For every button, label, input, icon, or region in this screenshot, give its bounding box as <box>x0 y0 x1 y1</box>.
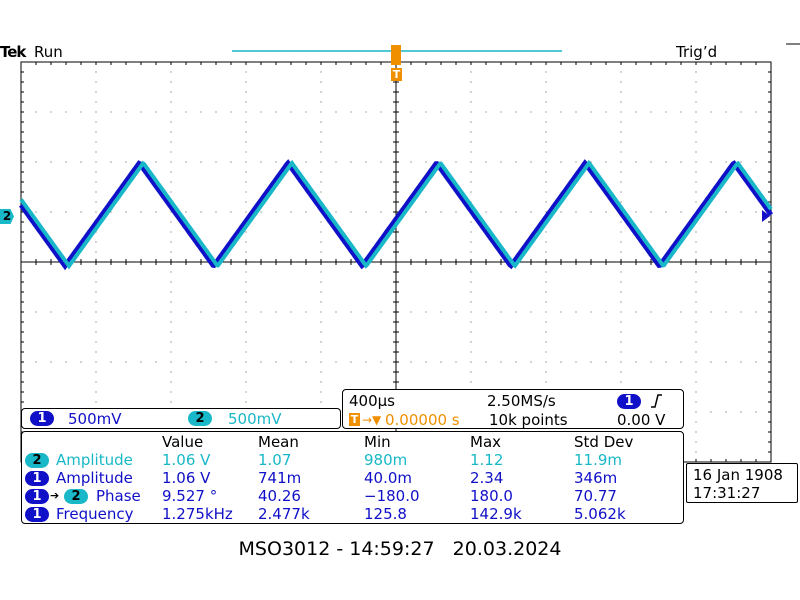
measurement-value: 1.275kHz <box>162 505 233 523</box>
measurement-mean: 1.07 <box>258 451 292 469</box>
trigger-delay-icon: T <box>349 413 360 426</box>
channel-2-ground-marker[interactable]: 2 <box>0 209 14 224</box>
table-row[interactable]: 1 Amplitude 1.06 V 741m 40.0m 2.34 346m <box>22 469 682 487</box>
datetime-box[interactable]: 16 Jan 1908 17:31:27 <box>686 463 798 503</box>
measurement-stddev: 70.77 <box>574 487 617 505</box>
measurement-max: 2.34 <box>470 469 504 487</box>
trigger-status: Trig’d <box>676 43 718 61</box>
channel-1-trace <box>18 159 774 271</box>
trigger-level-marker <box>762 210 770 222</box>
measurement-header-row: Value Mean Min Max Std Dev <box>22 433 682 451</box>
arrow-right-icon: ➔ <box>50 489 60 502</box>
measurement-name: Frequency <box>56 505 134 523</box>
measurement-max: 1.12 <box>470 451 504 469</box>
date-display: 16 Jan 1908 <box>693 466 783 484</box>
measurement-mean: 741m <box>258 469 302 487</box>
channel-1-badge[interactable]: 1 <box>30 411 54 426</box>
measurement-name: Phase <box>96 487 141 505</box>
measurement-stddev: 5.062k <box>574 505 626 523</box>
waveform-traces <box>18 159 774 271</box>
measurement-table[interactable]: Value Mean Min Max Std Dev 2 Amplitude 1… <box>21 431 684 524</box>
brand-logo: Tek <box>0 43 26 61</box>
arrow-down-icon: →▼ <box>362 413 382 427</box>
trigger-position-marker <box>391 45 401 65</box>
table-row[interactable]: 2 Amplitude 1.06 V 1.07 980m 1.12 11.9m <box>22 451 682 469</box>
measurement-min: −180.0 <box>364 487 420 505</box>
measurement-mean: 2.477k <box>258 505 310 523</box>
channel-2-scale: 500mV <box>228 410 282 428</box>
footer-caption: MSO3012 - 14:59:27 20.03.2024 <box>238 538 562 560</box>
column-header: Max <box>470 433 502 451</box>
measurement-stddev: 346m <box>574 469 618 487</box>
trigger-source-badge[interactable]: 1 <box>617 394 641 409</box>
measurement-min: 40.0m <box>364 469 413 487</box>
table-row[interactable]: 1 ➔ 2 Phase 9.527 ° 40.26 −180.0 180.0 7… <box>22 487 682 505</box>
measurement-max: 180.0 <box>470 487 513 505</box>
measurement-min: 980m <box>364 451 408 469</box>
channel-2-badge[interactable]: 2 <box>188 411 212 426</box>
channel-1-scale: 500mV <box>68 410 122 428</box>
timebase-box[interactable]: 400µs 2.50MS/s 1 T →▼ 0.00000 s 10k poin… <box>342 389 684 429</box>
source-badge: 1 <box>25 471 49 486</box>
measurement-stddev: 11.9m <box>574 451 623 469</box>
measurement-value: 1.06 V <box>162 451 211 469</box>
measurement-value: 9.527 ° <box>162 487 218 505</box>
record-length: 10k points <box>489 411 568 429</box>
source-badge: 1 <box>25 489 49 504</box>
column-header: Std Dev <box>574 433 634 451</box>
measurement-name: Amplitude <box>56 451 133 469</box>
measurement-name: Amplitude <box>56 469 133 487</box>
column-header: Min <box>364 433 391 451</box>
time-display: 17:31:27 <box>693 484 761 502</box>
table-row[interactable]: 1 Frequency 1.275kHz 2.477k 125.8 142.9k… <box>22 505 682 523</box>
measurement-min: 125.8 <box>364 505 407 523</box>
rising-edge-icon <box>651 394 662 408</box>
horizontal-scale: 400µs <box>349 392 395 410</box>
source-badge: 1 <box>25 507 49 522</box>
measurement-mean: 40.26 <box>258 487 301 505</box>
trigger-delay: 0.00000 s <box>385 411 460 429</box>
trigger-marker-icon: T <box>391 68 402 81</box>
channel-scale-box[interactable]: 1 500mV 2 500mV <box>21 408 341 429</box>
measurement-value: 1.06 V <box>162 469 211 487</box>
sample-rate: 2.50MS/s <box>487 392 556 410</box>
source-badge-2: 2 <box>64 489 88 504</box>
source-badge: 2 <box>25 453 49 468</box>
channel-2-trace <box>19 159 773 270</box>
trigger-level: 0.00 V <box>617 411 666 429</box>
column-header: Mean <box>258 433 299 451</box>
acquisition-state: Run <box>34 43 63 61</box>
measurement-max: 142.9k <box>470 505 522 523</box>
column-header: Value <box>162 433 204 451</box>
